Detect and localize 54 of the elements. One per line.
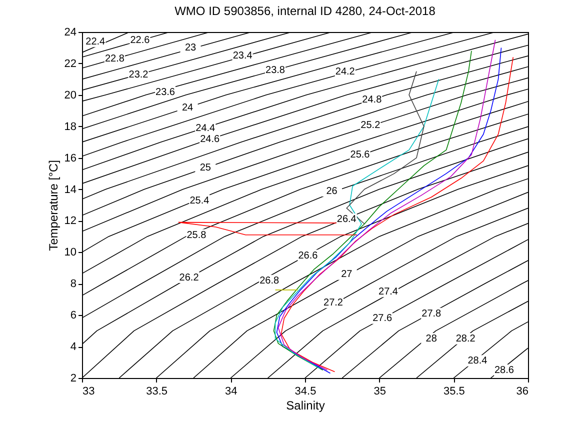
annotation: 26.2 [179,272,200,284]
annotation: 23.8 [266,65,286,76]
annotation: 24.8 [362,94,382,106]
x-tick-label: 35.5 [443,386,465,398]
y-tick-label: 6 [70,310,76,322]
x-axis-title: Salinity [286,398,325,412]
annotation: 27.2 [324,298,344,309]
annotation: 25 [200,162,212,174]
annotation: 28.6 [494,365,514,376]
y-tick-label: 16 [64,152,76,164]
annotation: 23 [184,42,197,54]
annotation: 24.2 [335,66,356,78]
annotation: 25.6 [350,150,370,161]
annotation: 28.4 [468,356,488,367]
annotation: 26.6 [298,250,318,262]
x-tick-label: 33 [82,386,95,398]
annotation: 27.8 [422,308,442,320]
y-tick-label: 10 [64,246,76,259]
annotation: 28 [426,334,438,345]
annotation: 23.6 [156,86,176,98]
annotation: 26.4 [336,214,357,226]
annotation: 24.6 [200,134,220,145]
annotation: 26 [326,186,338,197]
annotation: 24 [182,102,194,114]
annotation: 22.4 [86,36,106,48]
x-tick-label: 36 [516,386,528,398]
annotation: 27.4 [378,286,398,298]
annotation: 22.8 [104,54,125,65]
annotation: 23.4 [232,50,253,62]
annotation: 27 [341,269,353,280]
annotation: 25.4 [190,195,210,206]
y-tick-label: 20 [64,89,76,102]
y-tick-label: 8 [70,278,76,290]
y-tick-label: 2 [70,372,76,384]
x-tick-label: 35 [374,386,386,398]
y-tick-label: 18 [64,120,76,133]
x-tick-label: 33.5 [146,386,168,398]
annotation: 22.6 [130,34,150,46]
y-axis-title: Temperature [°C] [46,160,60,251]
y-tick-label: 4 [70,341,76,354]
annotation: 28.2 [456,334,476,345]
annotation: 25.8 [186,230,207,241]
annotation: 24.4 [196,122,216,134]
chart-title: WMO ID 5903856, internal ID 4280, 24-Oct-2018 [174,4,436,18]
annotation: 23.2 [128,69,149,80]
y-tick-label: 12 [64,215,76,228]
x-tick-label: 34 [225,386,238,398]
annotation: 27.6 [372,313,392,324]
x-tick-label: 34.5 [294,386,316,398]
y-tick-label: 22 [64,58,76,70]
y-tick-label: 14 [64,184,76,196]
annotation: 25.2 [360,120,381,131]
annotation: 26.8 [260,275,280,286]
y-tick-label: 24 [64,26,76,38]
